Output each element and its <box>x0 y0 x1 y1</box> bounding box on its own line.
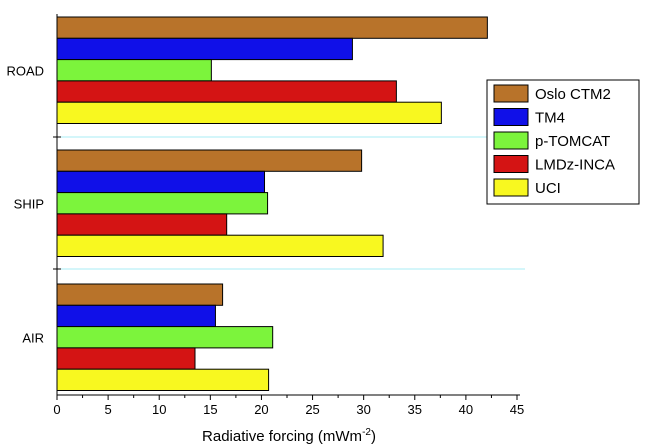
bar-road-uci <box>56 101 442 124</box>
x-tick-label: 40 <box>459 402 473 417</box>
x-tick-label: 0 <box>53 402 60 417</box>
bar-ship-uci <box>56 234 384 257</box>
x-axis-title: Radiative forcing (mWm-2) <box>202 427 376 445</box>
x-tick-label: 25 <box>305 402 319 417</box>
bar-ship-tm4 <box>56 170 266 194</box>
legend-label: TM4 <box>535 110 565 127</box>
group-separators <box>53 136 525 270</box>
bar-road-p-tomcat <box>56 59 212 82</box>
bar-air-oslo-ctm2 <box>56 283 224 306</box>
legend-swatch <box>493 108 529 126</box>
legend-swatch <box>493 155 529 173</box>
category-label-air: AIR <box>22 330 44 345</box>
bars <box>56 16 488 392</box>
bar-road-tm4 <box>56 37 353 61</box>
legend-label: p-TOMCAT <box>535 133 610 150</box>
bar-ship-p-tomcat <box>56 192 269 215</box>
bar-road-oslo-ctm2 <box>56 16 488 39</box>
bar-air-p-tomcat <box>56 326 274 349</box>
category-label-ship: SHIP <box>14 196 44 211</box>
x-tick-label: 30 <box>356 402 370 417</box>
category-label-road: ROAD <box>6 63 44 78</box>
legend-swatch <box>493 178 529 197</box>
x-tick-label: 45 <box>510 402 524 417</box>
x-tick-label: 10 <box>152 402 166 417</box>
x-tick-label: 5 <box>104 402 111 417</box>
bar-air-tm4 <box>56 304 216 328</box>
legend: Oslo CTM2 TM4 p-TOMCAT LMDz-INCA UCI <box>486 79 640 205</box>
category-labels: ROAD SHIP AIR <box>6 63 44 345</box>
legend-label: Oslo CTM2 <box>535 86 611 103</box>
x-ticks: 0 5 10 15 20 25 30 35 40 45 <box>53 395 524 417</box>
legend-label: UCI <box>535 180 561 197</box>
legend-label: LMDz-INCA <box>535 157 615 174</box>
legend-swatch <box>493 131 529 150</box>
bar-ship-lmdz-inca <box>56 213 228 236</box>
bar-road-lmdz-inca <box>56 80 397 103</box>
x-tick-label: 15 <box>203 402 217 417</box>
legend-swatch <box>493 84 529 103</box>
bar-air-uci <box>56 368 270 392</box>
bar-ship-oslo-ctm2 <box>56 149 363 172</box>
x-tick-label: 20 <box>254 402 268 417</box>
bar-air-lmdz-inca <box>56 347 196 370</box>
x-tick-label: 35 <box>408 402 422 417</box>
